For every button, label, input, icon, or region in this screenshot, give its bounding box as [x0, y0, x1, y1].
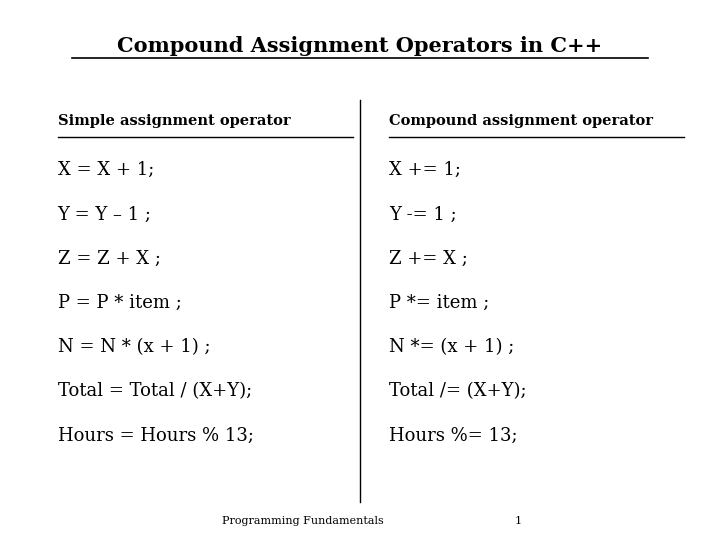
Text: Hours = Hours % 13;: Hours = Hours % 13; — [58, 427, 253, 445]
Text: P = P * item ;: P = P * item ; — [58, 294, 181, 312]
Text: 1: 1 — [515, 516, 522, 526]
Text: Y -= 1 ;: Y -= 1 ; — [389, 205, 456, 224]
Text: Total = Total / (X+Y);: Total = Total / (X+Y); — [58, 382, 252, 401]
Text: Total /= (X+Y);: Total /= (X+Y); — [389, 382, 526, 401]
Text: Y = Y – 1 ;: Y = Y – 1 ; — [58, 205, 152, 224]
Text: Simple assignment operator: Simple assignment operator — [58, 114, 290, 129]
Text: X += 1;: X += 1; — [389, 161, 461, 179]
Text: Compound assignment operator: Compound assignment operator — [389, 114, 653, 129]
Text: P *= item ;: P *= item ; — [389, 294, 489, 312]
Text: Compound Assignment Operators in C++: Compound Assignment Operators in C++ — [117, 36, 603, 56]
Text: N *= (x + 1) ;: N *= (x + 1) ; — [389, 338, 514, 356]
Text: Z = Z + X ;: Z = Z + X ; — [58, 249, 161, 268]
Text: X = X + 1;: X = X + 1; — [58, 161, 154, 179]
Text: Programming Fundamentals: Programming Fundamentals — [222, 516, 383, 526]
Text: N = N * (x + 1) ;: N = N * (x + 1) ; — [58, 338, 210, 356]
Text: Hours %= 13;: Hours %= 13; — [389, 427, 518, 445]
Text: Z += X ;: Z += X ; — [389, 249, 468, 268]
